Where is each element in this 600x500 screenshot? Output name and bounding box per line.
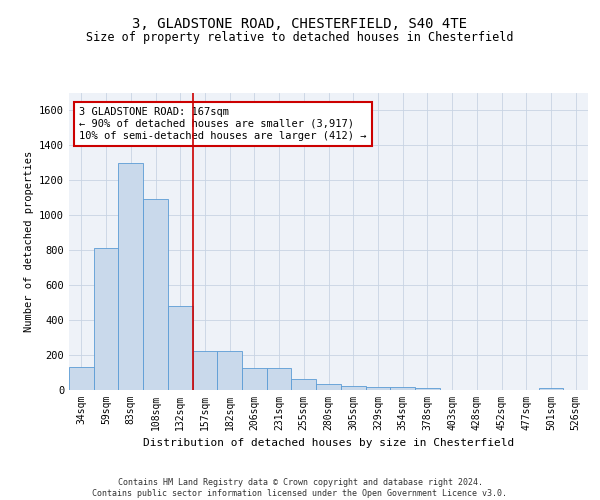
Bar [143,199,168,390]
Bar [316,384,341,390]
Bar [168,306,193,390]
Bar [242,368,267,390]
Bar [267,368,292,390]
Bar [365,388,390,390]
Bar [390,388,415,390]
Text: Contains HM Land Registry data © Crown copyright and database right 2024.
Contai: Contains HM Land Registry data © Crown c… [92,478,508,498]
Text: 3, GLADSTONE ROAD, CHESTERFIELD, S40 4TE: 3, GLADSTONE ROAD, CHESTERFIELD, S40 4TE [133,18,467,32]
Bar [118,162,143,390]
Bar [193,350,217,390]
Bar [217,350,242,390]
Bar [415,388,440,390]
Bar [341,386,365,390]
X-axis label: Distribution of detached houses by size in Chesterfield: Distribution of detached houses by size … [143,438,514,448]
Text: 3 GLADSTONE ROAD: 167sqm
← 90% of detached houses are smaller (3,917)
10% of sem: 3 GLADSTONE ROAD: 167sqm ← 90% of detach… [79,108,367,140]
Bar [292,378,316,390]
Y-axis label: Number of detached properties: Number of detached properties [23,150,34,332]
Bar [69,367,94,390]
Text: Size of property relative to detached houses in Chesterfield: Size of property relative to detached ho… [86,31,514,44]
Bar [539,388,563,390]
Bar [94,248,118,390]
